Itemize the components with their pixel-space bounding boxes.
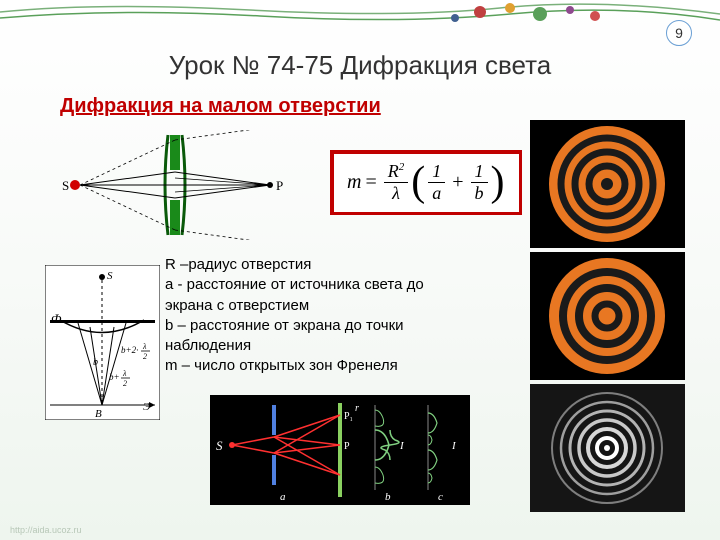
ray-intensity-diagram: S P₁ P r I I a b c bbox=[210, 395, 470, 505]
def-a: a - расстояние от источника света до экр… bbox=[165, 275, 465, 316]
page-number-text: 9 bbox=[675, 25, 683, 41]
lparen: ( bbox=[411, 166, 425, 200]
svg-text:2: 2 bbox=[123, 379, 127, 388]
ring-pattern-1 bbox=[530, 120, 685, 248]
s-label3: S bbox=[216, 438, 223, 453]
rparen: ) bbox=[491, 166, 505, 200]
p-label3: P bbox=[344, 441, 350, 452]
b-label2: B bbox=[95, 408, 102, 420]
s-label: S bbox=[62, 178, 69, 193]
formula-box: m = R2 λ ( 1 a + 1 b ) bbox=[330, 150, 522, 215]
svg-text:2: 2 bbox=[143, 352, 147, 361]
b-label3: b bbox=[385, 491, 391, 503]
fresnel-zones-diagram: S Ф B Э b b+2· λ 2 b+ λ 2 bbox=[45, 265, 160, 420]
frac-1-b: 1 b bbox=[471, 161, 488, 204]
phi-label: Ф bbox=[51, 311, 62, 326]
top-decoration bbox=[0, 0, 720, 30]
b-dist: b bbox=[93, 357, 98, 368]
frac-1-a: 1 a bbox=[428, 161, 445, 204]
c-label: c bbox=[438, 491, 443, 503]
def-R: R –радиус отверстия bbox=[165, 255, 465, 275]
formula: m = R2 λ ( 1 a + 1 b ) bbox=[347, 161, 505, 204]
formula-eq: = bbox=[365, 171, 376, 194]
diffraction-rings-panel bbox=[530, 120, 685, 512]
a-label: a bbox=[280, 491, 286, 503]
def-b: b – расстояние от экрана до точки наблюд… bbox=[165, 316, 465, 357]
r-label: r bbox=[355, 403, 359, 414]
formula-lhs: m bbox=[347, 171, 361, 194]
definitions: R –радиус отверстия a - расстояние от ис… bbox=[165, 255, 465, 377]
frac-r2-lambda: R2 λ bbox=[384, 161, 409, 204]
p-label: P bbox=[276, 178, 283, 193]
page-number: 9 bbox=[666, 20, 692, 46]
page-title: Урок № 74-75 Дифракция света bbox=[0, 50, 720, 81]
svg-text:λ: λ bbox=[142, 342, 147, 351]
def-m: m – число открытых зон Френеля bbox=[165, 356, 465, 376]
svg-text:b+: b+ bbox=[109, 372, 120, 382]
s-label2: S bbox=[107, 270, 113, 282]
ring-pattern-3 bbox=[530, 384, 685, 512]
svg-text:b+2·: b+2· bbox=[121, 345, 138, 355]
footer-url: http://aida.ucoz.ru bbox=[10, 525, 82, 535]
svg-text:λ: λ bbox=[122, 369, 127, 378]
aperture-diagram: S P bbox=[60, 130, 290, 240]
plus: + bbox=[452, 171, 463, 194]
ring-pattern-2 bbox=[530, 252, 685, 380]
subtitle: Дифракция на малом отверстии bbox=[60, 95, 381, 118]
p1-label: P₁ bbox=[344, 411, 353, 422]
